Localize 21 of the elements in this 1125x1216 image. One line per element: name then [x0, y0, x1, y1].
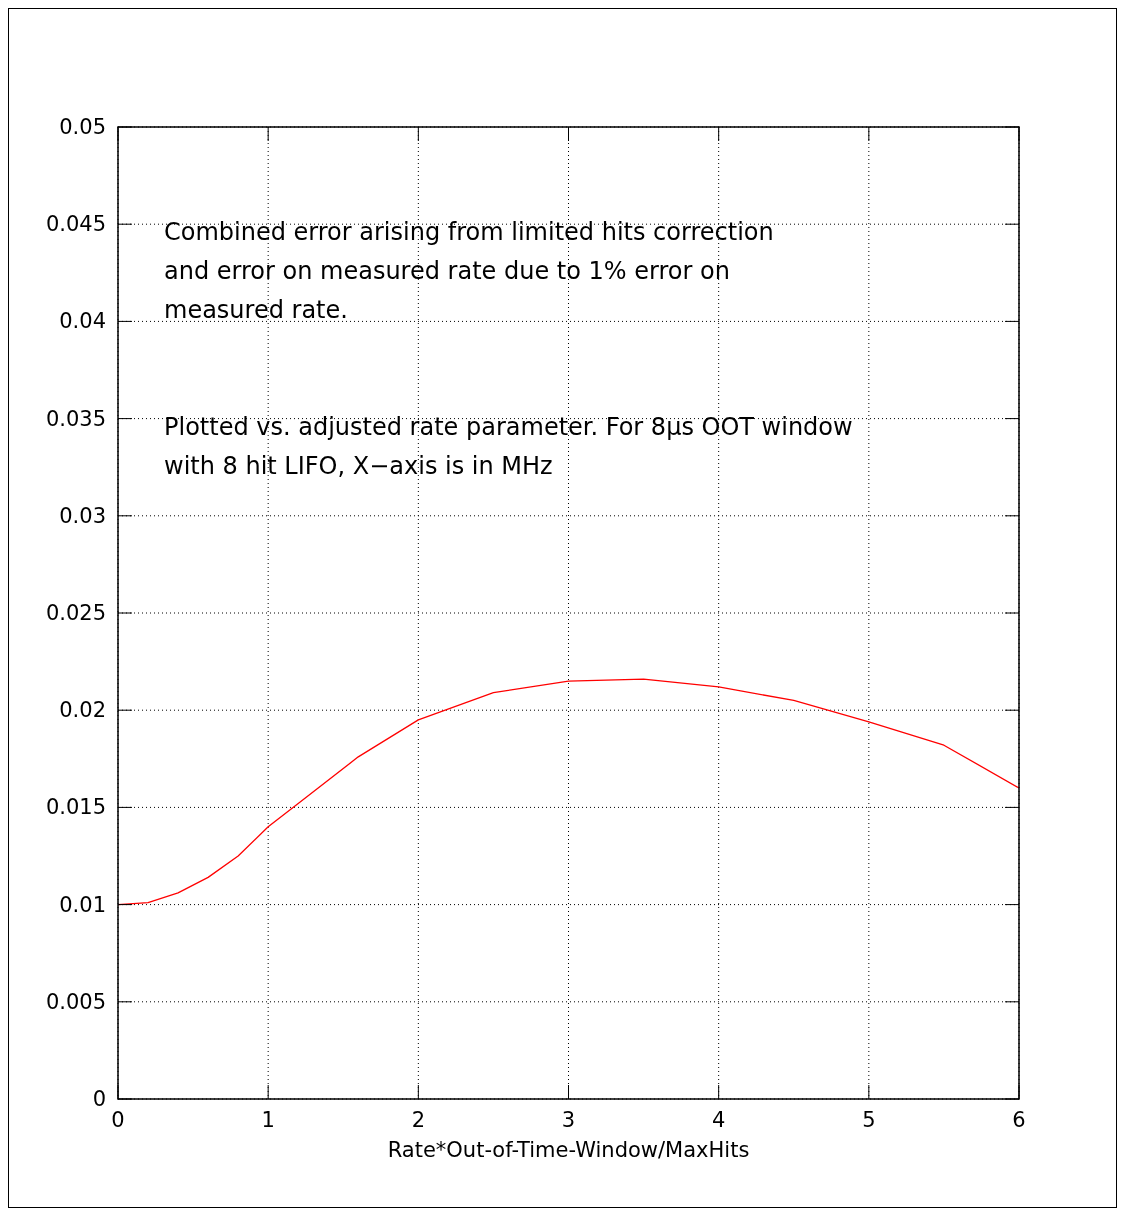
x-tick-label: 1 [261, 1108, 275, 1132]
y-tick-label: 0.025 [45, 601, 106, 625]
y-tick-label: 0.05 [59, 115, 106, 139]
y-tick-label: 0 [92, 1087, 106, 1111]
annotation: Combined error arising from limited hits correction and error on measured rate due to 1% error on measured rate. [164, 218, 774, 324]
y-tick-label: 0.02 [59, 698, 106, 723]
y-tick-label: 0.035 [45, 406, 106, 431]
x-tick-label: 6 [1012, 1108, 1026, 1132]
y-tick-label: 0.045 [45, 212, 106, 237]
x-tick-label: 5 [862, 1108, 876, 1132]
x-axis-title: Rate*Out-of-Time-Window/MaxHits [387, 1138, 750, 1162]
y-tick-label: 0.04 [59, 309, 106, 334]
x-tick-label: 0 [111, 1108, 125, 1132]
x-tick-label: 2 [411, 1108, 426, 1132]
y-tick-label: 0.005 [45, 989, 106, 1014]
y-tick-label: 0.015 [45, 795, 106, 820]
y-tick-label: 0.01 [59, 892, 106, 917]
annotation: Plotted vs. adjusted rate parameter. For 8μs OOT window with 8 hit LIFO, X−axis is in MHz [164, 413, 853, 480]
y-tick-label: 0.03 [59, 503, 106, 528]
x-tick-label: 3 [561, 1108, 576, 1132]
x-tick-label: 4 [711, 1108, 726, 1132]
